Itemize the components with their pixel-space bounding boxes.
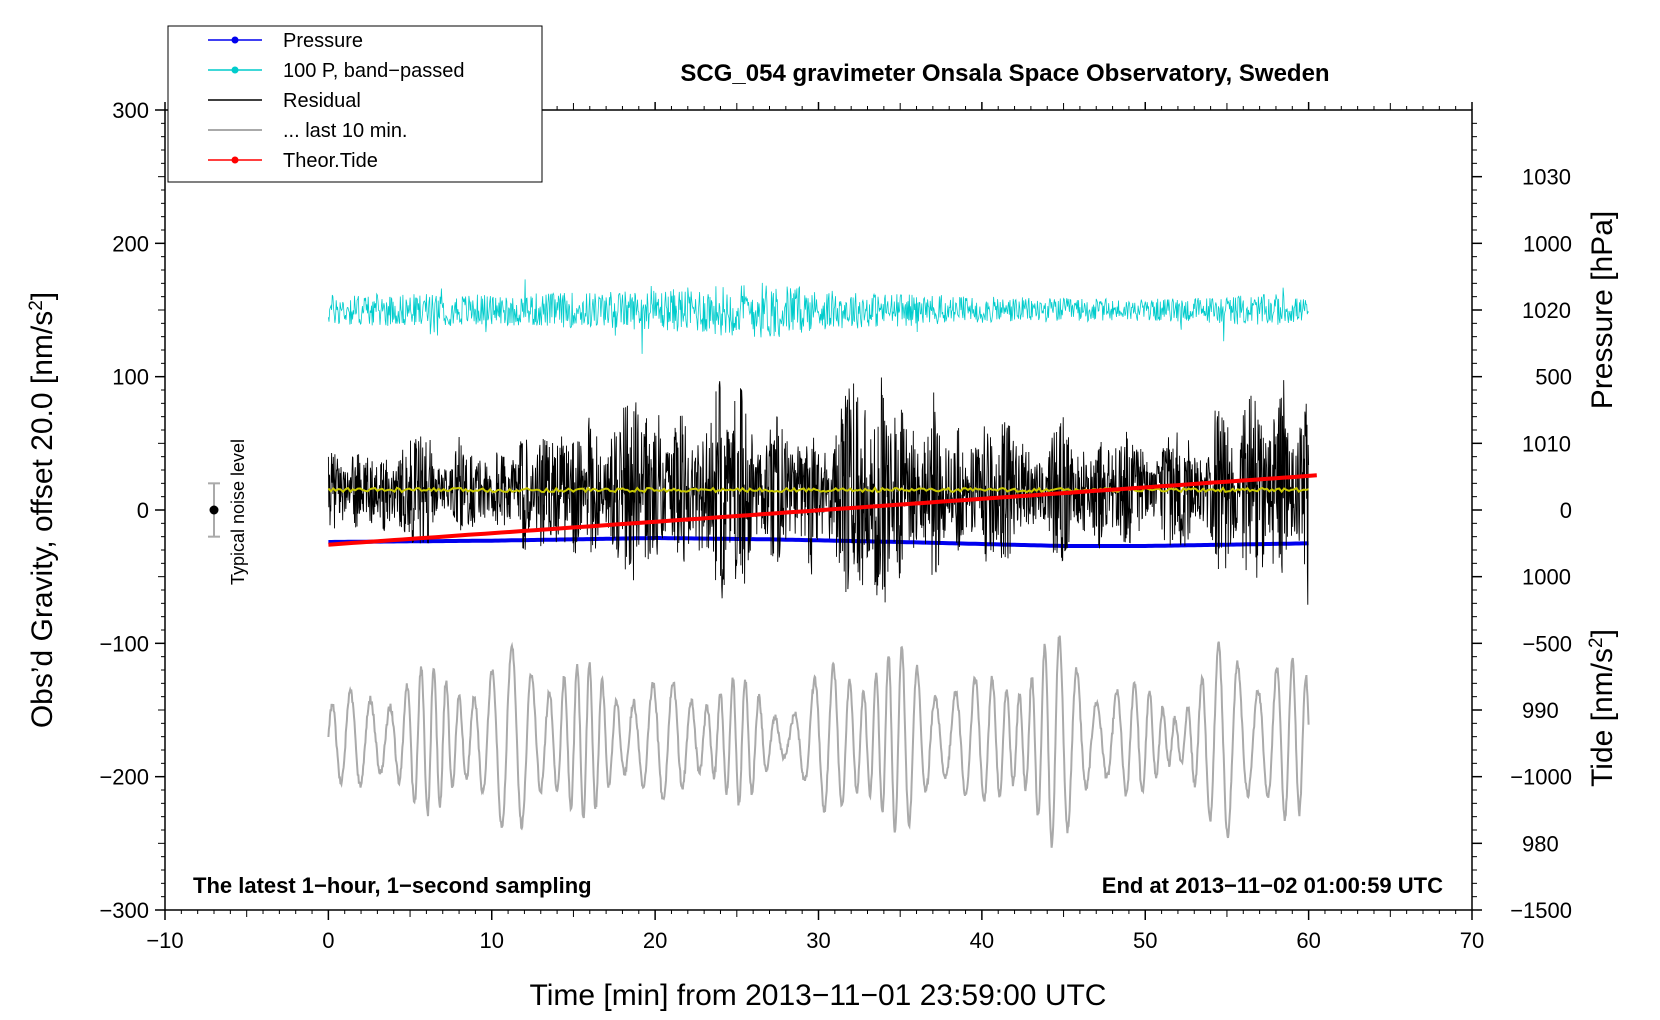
x-tick-label: 0 [322,928,334,953]
x-tick-label: 10 [480,928,504,953]
legend-label: Residual [283,90,361,112]
y-axis-title-pressure: Pressure [hPa] [1586,211,1619,409]
pressure-tick-label: 990 [1522,698,1559,723]
y-tick-label: −300 [99,898,149,923]
x-axis-title: Time [min] from 2013−11−01 23:59:00 UTC [530,979,1107,1012]
annotation-sampling: The latest 1−hour, 1−second sampling [193,873,592,898]
y-axis-title-tide: Tide [nm/s2] [1586,629,1620,787]
x-tick-label: 70 [1460,928,1484,953]
legend-label: ... last 10 min. [283,120,408,142]
legend-item: 100 P, band−passed [208,60,464,82]
x-tick-label: 40 [970,928,994,953]
pressure-tick-label: 1010 [1522,431,1571,456]
legend-marker [231,156,239,164]
y-tick-label: −200 [99,765,149,790]
y-tick-label: 100 [112,365,149,390]
y-axis-title-left: Obs’d Gravity, offset 20.0 [nm/s2] [26,292,60,728]
y-tick-label: −100 [99,631,149,656]
series-theoretical-tide [328,473,1317,547]
y-tick-label: 200 [112,231,149,256]
series-last-10-min [327,635,1310,848]
noise-level-label: Typical noise level [228,439,248,585]
tide-tick-label: 0 [1560,498,1572,523]
x-tick-label: 20 [643,928,667,953]
legend-item: Residual [208,90,361,112]
series-residual [327,377,1310,605]
annotation-end-time: End at 2013−11−02 01:00:59 UTC [1102,873,1443,898]
noise-dot [209,505,219,515]
legend: Pressure 100 P, band−passed Residual ... la… [167,25,543,183]
series-band-passed-pressure [328,279,1309,354]
legend-marker [231,36,239,44]
series-layer [327,279,1317,848]
legend-item: ... last 10 min. [208,120,408,142]
x-tick-label: −10 [146,928,183,953]
tide-tick-label: 500 [1535,365,1572,390]
legend-label: 100 P, band−passed [283,60,464,82]
axis-ticks: −10 0 10 20 30 40 50 60 703002001000−100−200−300… [99,98,1572,953]
tide-tick-label: −1000 [1510,765,1572,790]
legend-item: Theor.Tide [208,150,378,172]
pressure-tick-label: 1000 [1522,565,1571,590]
x-tick-label: 60 [1296,928,1320,953]
legend-items: Pressure 100 P, band−passed Residual ... la… [208,30,464,172]
noise-level-indicator: Typical noise level [208,439,248,585]
tide-tick-label: −500 [1522,631,1572,656]
x-tick-label: 50 [1133,928,1157,953]
series-pressure [328,536,1309,548]
legend-label: Pressure [283,30,363,52]
y-tick-label: 300 [112,98,149,123]
pressure-tick-label: 1020 [1522,298,1571,323]
legend-item: Pressure [208,30,363,52]
y-tick-label: 0 [137,498,149,523]
legend-label: Theor.Tide [283,150,378,172]
legend-marker [231,66,239,74]
pressure-tick-label: 980 [1522,831,1559,856]
tide-tick-label: −1500 [1510,898,1572,923]
legend-box [167,25,543,183]
chart-title: SCG_054 gravimeter Onsala Space Observat… [680,60,1329,87]
x-tick-label: 30 [806,928,830,953]
tide-tick-label: 1000 [1523,231,1572,256]
pressure-tick-label: 1030 [1522,165,1571,190]
